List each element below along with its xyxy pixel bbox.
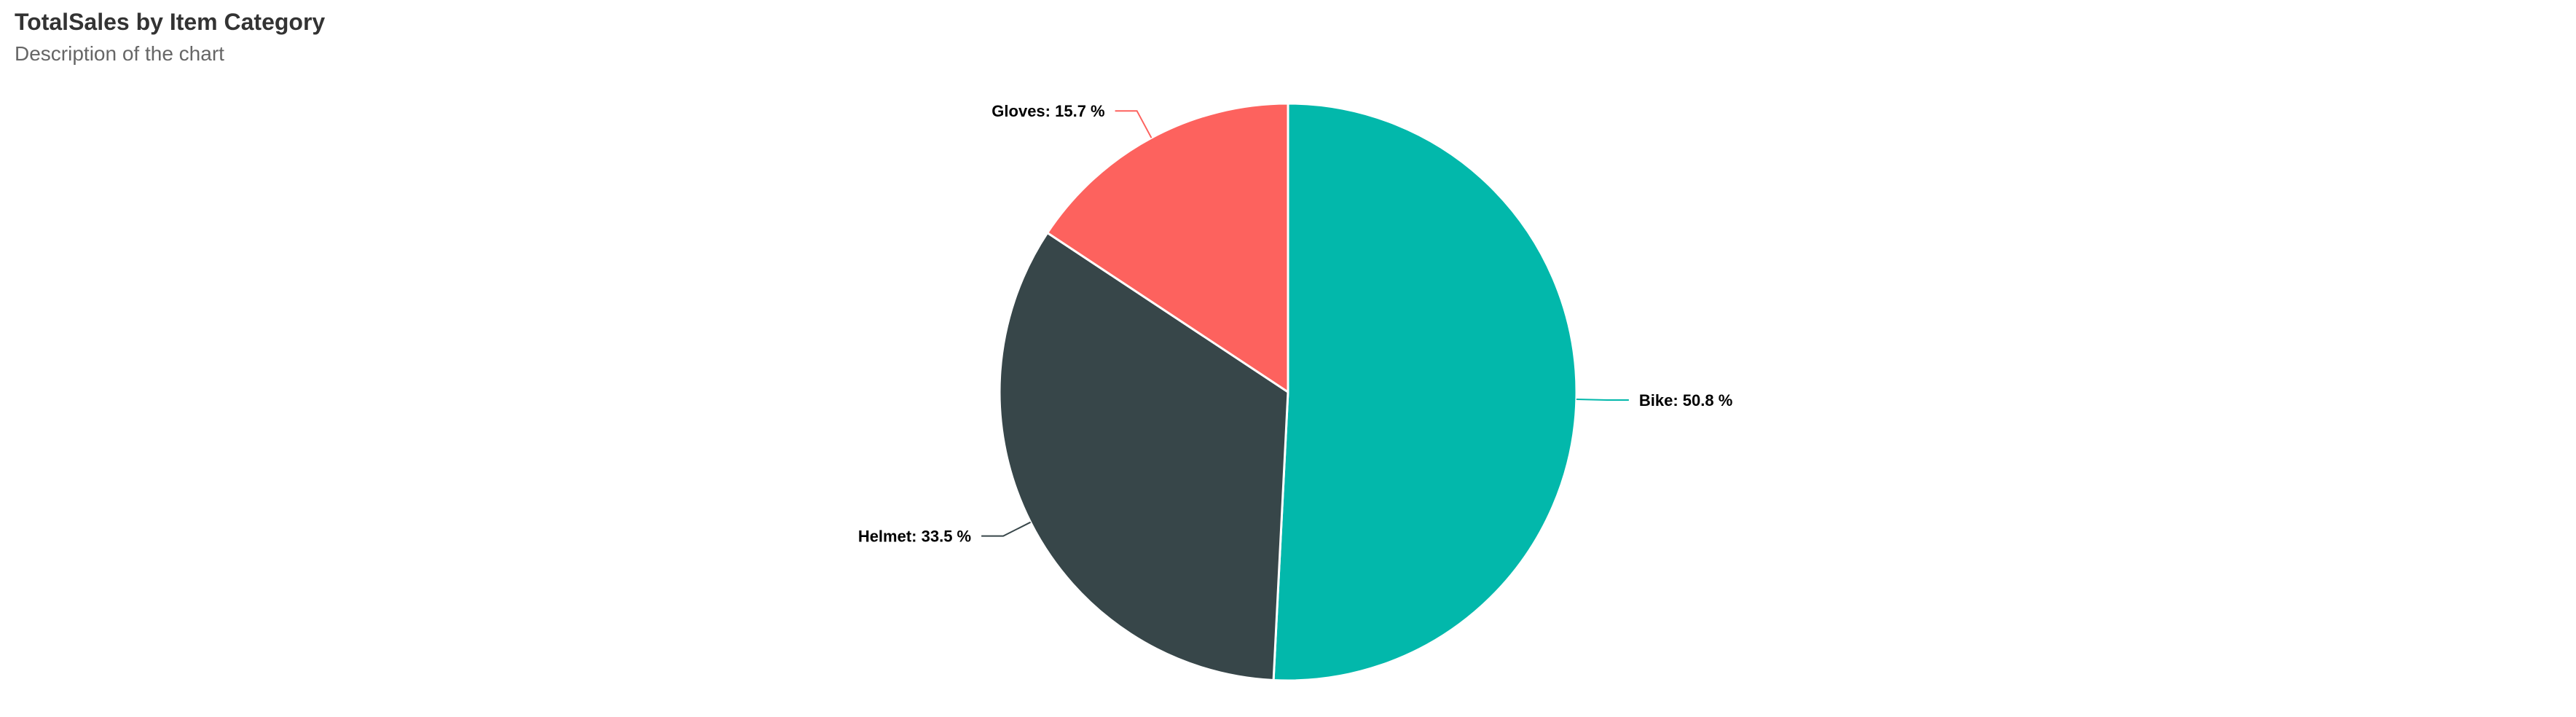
leader-line-helmet bbox=[981, 521, 1032, 537]
data-label-helmet: Helmet: 33.5 % bbox=[858, 528, 971, 546]
leader-line-bike bbox=[1576, 398, 1629, 401]
data-label-bike: Bike: 50.8 % bbox=[1639, 391, 1732, 410]
chart-subtitle: Description of the chart bbox=[15, 42, 224, 65]
pie-slice-bike[interactable] bbox=[1272, 102, 1578, 682]
data-label-gloves: Gloves: 15.7 % bbox=[991, 102, 1104, 120]
leader-line-gloves bbox=[1115, 110, 1152, 138]
chart-title: TotalSales by Item Category bbox=[15, 9, 326, 35]
